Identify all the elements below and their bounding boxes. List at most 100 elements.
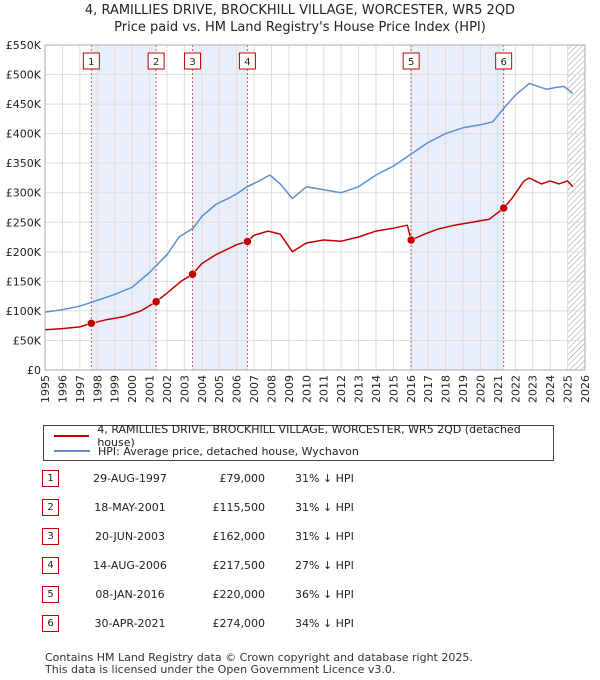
sale-date: 14-AUG-2006 (93, 559, 167, 572)
sale-point-4 (243, 237, 252, 246)
sale-hpi-diff: 34% ↓ HPI (295, 617, 354, 630)
x-tick-label: 2026 (579, 375, 592, 403)
sale-number-badge: 3 (42, 528, 59, 545)
sale-price: £115,500 (212, 501, 266, 514)
sale-badge-box-1 (82, 52, 100, 70)
sale-price: £274,000 (212, 617, 266, 630)
sale-badge-box-6 (495, 52, 513, 70)
x-tick-label: 2000 (126, 375, 139, 403)
x-tick-label: 2023 (527, 375, 540, 403)
sale-badge-label-6: 6 (500, 57, 506, 68)
legend-swatch-hpi (54, 450, 90, 452)
y-tick-label: £400K (6, 128, 42, 141)
sale-number-badge: 2 (42, 499, 59, 516)
x-tick-label: 2008 (265, 375, 278, 403)
x-tick-label: 1999 (109, 375, 122, 403)
sale-badge-label-5: 5 (408, 57, 414, 68)
x-tick-label: 2009 (283, 375, 296, 403)
x-tick-label: 2025 (562, 375, 575, 403)
sale-point-6 (499, 203, 508, 213)
x-tick-label: 2004 (196, 375, 209, 403)
sale-badge-box-2 (147, 52, 165, 70)
sale-number-badge: 4 (42, 557, 59, 574)
legend-label-property: 4, RAMILLIES DRIVE, BROCKHILL VILLAGE, W… (97, 423, 521, 449)
sale-hpi-diff: 31% ↓ HPI (295, 472, 354, 485)
sale-badge-label-2: 2 (153, 57, 159, 68)
sale-row: 3 20-JUN-2003 £162,000 31% ↓ HPI (0, 528, 600, 546)
x-tick-label: 1996 (56, 375, 69, 403)
y-tick-label: £300K (6, 187, 42, 200)
plot-frame (44, 44, 586, 371)
x-tick-label: 2020 (474, 375, 487, 403)
footer-line-2: This data is licensed under the Open Gov… (45, 663, 396, 676)
sale-number-badge: 5 (42, 586, 59, 603)
y-tick-label: £350K (6, 157, 42, 170)
footer: Contains HM Land Registry data © Crown c… (45, 652, 473, 676)
hpi-series-line (44, 82, 574, 313)
y-axis-labels: £0 £50K £100K £150K £200K £250K £300K £350K £400… (6, 39, 42, 377)
sale-badge-label-3: 3 (189, 57, 195, 68)
sale-row: 6 30-APR-2021 £274,000 34% ↓ HPI (0, 615, 600, 633)
sale-point-5 (406, 235, 416, 245)
sale-price: £79,000 (219, 472, 266, 485)
x-tick-label: 2006 (231, 375, 244, 403)
sale-hpi-diff: 31% ↓ HPI (295, 501, 354, 514)
hatch-area (567, 45, 585, 370)
y-tick-label: £550K (6, 39, 42, 52)
y-tick-label: £200K (6, 246, 42, 259)
x-tick-label: 2022 (509, 375, 522, 403)
x-axis-labels: 1995 1996 1997 1998 1999 2000 2001 2002 2003 2004… (39, 375, 592, 403)
sale-point-3 (188, 270, 197, 279)
sale-markers: 1 2 3 4 5 6 (82, 52, 513, 328)
sale-row: 4 14-AUG-2006 £217,500 27% ↓ HPI (0, 557, 600, 575)
sale-number-badge: 1 (42, 470, 59, 487)
shaded-bands (91, 45, 504, 370)
y-tick-label: £100K (6, 305, 42, 318)
sale-badge-box-3 (184, 52, 202, 70)
x-tick-label: 2014 (370, 375, 383, 403)
sale-price: £162,000 (212, 530, 266, 543)
sale-hpi-diff: 31% ↓ HPI (295, 530, 354, 543)
sale-row: 1 29-AUG-1997 £79,000 31% ↓ HPI (0, 470, 600, 488)
x-tick-label: 2002 (161, 375, 174, 403)
title-line-2: Price paid vs. HM Land Registry's House … (114, 20, 486, 35)
sale-point-2 (151, 297, 161, 306)
sale-badge-box-5 (402, 52, 420, 70)
sale-price: £220,000 (212, 588, 266, 601)
sale-point-1 (87, 319, 96, 328)
shaded-band-3 (411, 45, 504, 370)
x-tick-label: 2010 (300, 375, 313, 403)
sale-price: £217,500 (212, 559, 266, 572)
y-tick-label: £500K (6, 69, 42, 82)
x-tick-label: 2005 (213, 375, 226, 403)
price-chart: £0 £50K £100K £150K £200K £250K £300K £350K £400… (6, 39, 592, 403)
y-tick-label: £450K (6, 98, 42, 111)
x-tick-label: 2018 (440, 375, 453, 403)
x-tick-label: 2013 (353, 375, 366, 403)
x-tick-label: 2011 (318, 375, 331, 403)
y-tick-label: £250K (6, 216, 42, 229)
y-tick-label: £50K (13, 334, 42, 347)
chart-title: 4, RAMILLIES DRIVE, BROCKHILL VILLAGE, W… (0, 2, 600, 36)
x-tick-label: 2007 (248, 375, 261, 403)
legend-label-hpi: HPI: Average price, detached house, Wych… (98, 444, 359, 458)
x-tick-label: 2015 (387, 375, 400, 403)
sale-badge-label-1: 1 (88, 57, 94, 68)
legend: 4, RAMILLIES DRIVE, BROCKHILL VILLAGE, W… (43, 423, 554, 461)
x-tick-label: 2003 (178, 375, 191, 403)
title-line-1: 4, RAMILLIES DRIVE, BROCKHILL VILLAGE, W… (84, 3, 516, 18)
x-tick-label: 2024 (544, 375, 557, 403)
sale-number-badge: 6 (42, 615, 59, 632)
x-tick-label: 2021 (492, 375, 505, 403)
legend-item-property: 4, RAMILLIES DRIVE, BROCKHILL VILLAGE, W… (54, 423, 553, 449)
x-tick-label: 2012 (335, 375, 348, 403)
shaded-band-1 (91, 45, 157, 370)
sale-badge-label-4: 4 (244, 57, 250, 68)
sale-hpi-diff: 36% ↓ HPI (295, 588, 354, 601)
sale-date: 18-MAY-2001 (94, 501, 166, 514)
sale-date: 29-AUG-1997 (93, 472, 167, 485)
sale-row: 5 08-JAN-2016 £220,000 36% ↓ HPI (0, 586, 600, 604)
y-tick-label: £150K (6, 275, 42, 288)
sale-date: 30-APR-2021 (94, 617, 166, 630)
x-tick-label: 1995 (39, 375, 52, 403)
